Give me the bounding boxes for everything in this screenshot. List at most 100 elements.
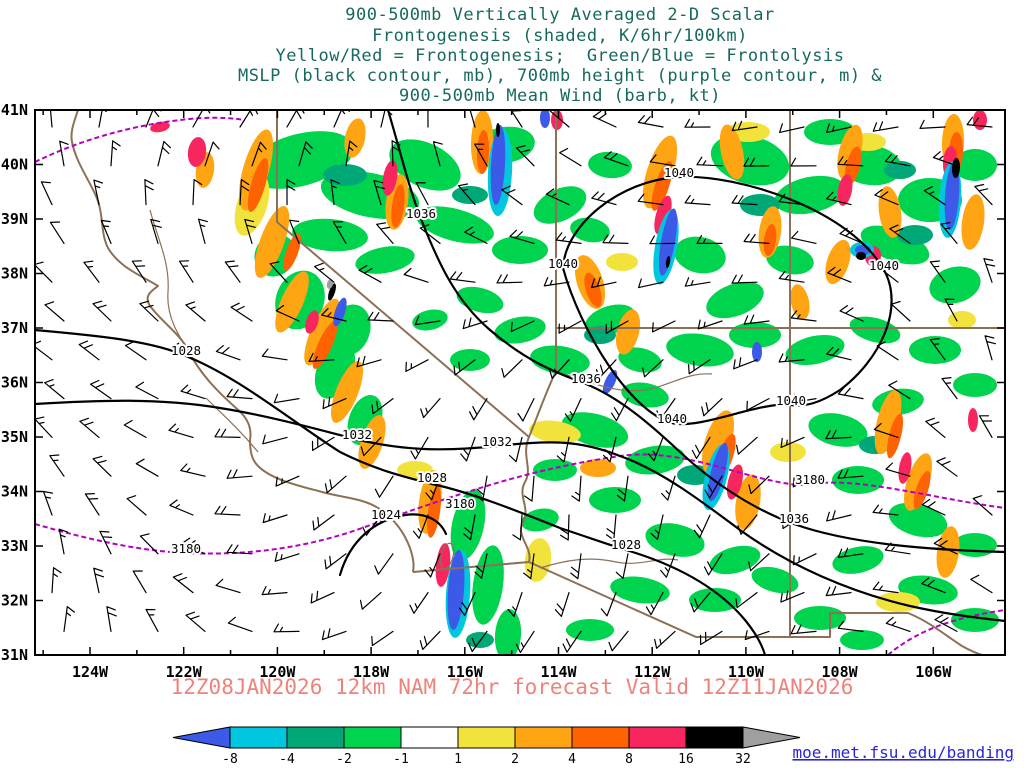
shading-blob xyxy=(860,225,930,265)
mslp-contour-1032 xyxy=(35,399,1005,623)
mslp-contour-1036 xyxy=(386,110,1005,554)
san-joaquin-river xyxy=(205,397,259,453)
colorbar: -8 -4 -2 -1 1 2 4 8 16 32 xyxy=(172,726,801,767)
shading-blob xyxy=(450,489,486,561)
colorbar-left-arrow xyxy=(172,726,231,749)
shading-blob xyxy=(666,333,734,367)
wind-barb-layer xyxy=(35,110,996,653)
height-contour-nw xyxy=(35,116,246,163)
shading-blob xyxy=(602,370,618,394)
height-contour-layer xyxy=(35,116,1005,655)
colorado-river-az xyxy=(555,371,713,392)
colorbar-tick-label: -8 xyxy=(222,752,238,767)
shading-blob xyxy=(832,466,884,494)
shading-blob xyxy=(951,608,999,632)
shading-blob xyxy=(763,224,777,256)
shading-blob xyxy=(953,373,997,397)
colorbar-segment xyxy=(229,726,288,749)
height-contour-label: 3180 xyxy=(171,541,201,556)
shading-blob xyxy=(533,186,587,224)
colorbar-segment xyxy=(286,726,345,749)
shading-blob xyxy=(904,453,932,511)
shading-blob xyxy=(909,336,961,364)
colorbar-tick-label: -2 xyxy=(336,752,352,767)
mexico-border xyxy=(412,561,986,655)
contour-label-layer: 1036 1040 1040 1040 1040 1040 1036 1036 1028 1032… xyxy=(169,163,901,558)
shading-blob xyxy=(610,576,670,604)
shading-blob xyxy=(856,252,866,260)
mslp-contour-label: 1036 xyxy=(779,511,809,526)
title-line-3: Yellow/Red = Frontogenesis; Green/Blue =… xyxy=(276,46,845,66)
shading-blob xyxy=(382,160,398,196)
mslp-contour-1040 xyxy=(561,175,893,426)
y-tick-label: 41N xyxy=(1,101,28,119)
shading-blob xyxy=(785,334,845,366)
colorbar-tick-label: 8 xyxy=(625,752,633,767)
shading-blob xyxy=(751,566,799,594)
shading-blob xyxy=(588,151,632,179)
x-tick-label: 116W xyxy=(447,663,484,681)
shading-blob xyxy=(584,272,602,308)
colorbar-tick-label: 1 xyxy=(454,752,462,767)
shading-blob xyxy=(618,347,662,373)
shading-blob xyxy=(973,110,987,130)
shading-blob xyxy=(701,410,735,474)
shading-blob xyxy=(840,630,884,650)
colorbar-tick-label: 32 xyxy=(735,752,751,767)
mslp-contour-label: 1036 xyxy=(406,206,436,221)
shading-blob xyxy=(494,609,522,655)
shading-blob xyxy=(247,158,269,212)
y-tick-label: 32N xyxy=(1,592,28,610)
shading-blob xyxy=(951,158,961,178)
shading-blob xyxy=(689,588,741,612)
axis-label-layer: 41N 40N 39N 38N 37N 36N 35N 34N 33N 32N 31N 124W 122… xyxy=(1,101,1005,681)
shading-blob xyxy=(790,284,810,320)
title-line-4: MSLP (black contour, mb), 700mb height (… xyxy=(238,66,882,86)
shading-blob xyxy=(897,225,933,245)
shading-blob xyxy=(944,162,960,230)
y-tick-label: 37N xyxy=(1,319,28,337)
mslp-contour-label: 1028 xyxy=(611,537,641,552)
colorbar-segment xyxy=(628,726,687,749)
shading-blob xyxy=(968,408,978,432)
shading-blob xyxy=(391,184,405,228)
mslp-contour-label: 1028 xyxy=(171,343,201,358)
shading-blob xyxy=(665,256,671,268)
shading-blob xyxy=(625,445,685,475)
sacramento-river xyxy=(149,209,193,357)
title-line-1: 900-500mb Vertically Averaged 2-D Scalar xyxy=(345,5,774,25)
salton-sea xyxy=(439,542,455,570)
height-contour-3180 xyxy=(35,453,1005,555)
website-link[interactable]: moe.met.fsu.edu/banding xyxy=(792,743,1014,762)
y-tick-label: 39N xyxy=(1,210,28,228)
shading-blob xyxy=(708,442,728,502)
y-tick-label: 35N xyxy=(1,428,28,446)
shading-blob xyxy=(621,382,669,408)
shading-blob xyxy=(283,233,301,271)
shading-blob xyxy=(496,123,500,137)
forecast-caption: 12Z08JAN2026 12km NAM 72hr forecast Vali… xyxy=(171,675,854,699)
shading-blob xyxy=(580,459,616,477)
shading-blob xyxy=(323,164,367,186)
y-tick-label: 34N xyxy=(1,483,28,501)
shading-blob xyxy=(397,461,433,479)
height-contour-label: 3180 xyxy=(795,472,825,487)
colorbar-tick-label: 2 xyxy=(511,752,519,767)
shading-blob xyxy=(719,124,745,180)
colorbar-right-arrow xyxy=(742,726,801,749)
mslp-contour-label: 1040 xyxy=(657,411,687,426)
shading-blob xyxy=(654,195,672,235)
x-tick-label: 110W xyxy=(728,663,765,681)
mslp-contour-label: 1040 xyxy=(664,165,694,180)
mslp-contour-label: 1040 xyxy=(869,258,899,273)
shading-blob xyxy=(326,279,334,289)
map-background xyxy=(35,110,1005,655)
shading-blob xyxy=(490,125,506,205)
california-nevada-border xyxy=(276,110,530,438)
shading-blob xyxy=(452,186,488,204)
x-tick-label: 120W xyxy=(259,663,296,681)
x-tick-label: 108W xyxy=(822,663,859,681)
colorbar-tick-label: -1 xyxy=(393,752,409,767)
map-area: 1036 1040 1040 1040 1040 1040 1036 1036 1028 1032… xyxy=(35,110,1005,655)
